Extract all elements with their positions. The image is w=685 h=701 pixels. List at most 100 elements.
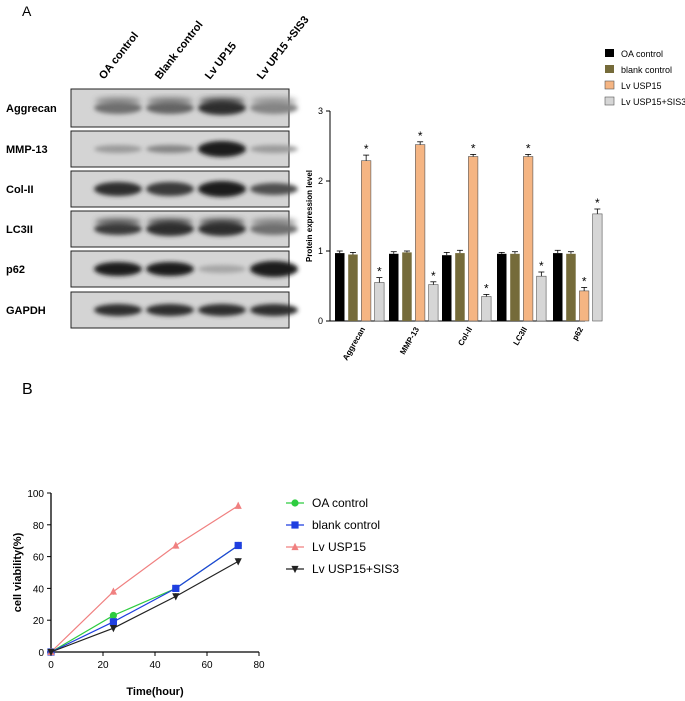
blot-band bbox=[251, 97, 297, 105]
x-tick-label: 0 bbox=[48, 660, 54, 671]
bar bbox=[455, 253, 465, 321]
bar bbox=[536, 275, 547, 322]
significance-mark: * bbox=[484, 281, 489, 295]
blot-row-label: p62 bbox=[6, 264, 25, 276]
y-tick-label: 2 bbox=[318, 176, 323, 186]
blot-band bbox=[198, 181, 246, 197]
bar-chart: 0 1 2 3 Protein expression level * * Aggrecan * *… bbox=[305, 49, 685, 362]
lane-label: Blank control bbox=[153, 19, 206, 82]
legend-swatch bbox=[605, 65, 614, 73]
blot-band bbox=[95, 97, 141, 105]
blot-band bbox=[250, 183, 298, 195]
blot-row-label: Aggrecan bbox=[6, 103, 57, 115]
blot-band bbox=[146, 304, 194, 316]
lane-labels: OA control Blank control Lv UP15 Lv UP15… bbox=[97, 14, 312, 82]
blot-row: MMP-13 bbox=[6, 130, 298, 168]
y-tick-label: 60 bbox=[33, 553, 45, 564]
bar bbox=[374, 282, 385, 322]
blot-band bbox=[146, 182, 194, 196]
bar bbox=[468, 156, 479, 322]
x-tick-label: MMP-13 bbox=[398, 325, 421, 356]
blot-row-label: MMP-13 bbox=[6, 144, 48, 156]
series bbox=[47, 558, 242, 657]
bar bbox=[497, 253, 507, 321]
blot-band bbox=[199, 97, 245, 105]
bar bbox=[442, 255, 452, 321]
data-point bbox=[291, 542, 299, 551]
bar bbox=[510, 253, 520, 321]
legend-label: Lv USP15 bbox=[621, 81, 662, 91]
y-axis-label: Protein expression level bbox=[305, 170, 314, 262]
series-line bbox=[50, 505, 239, 653]
blot-band bbox=[146, 262, 194, 276]
legend-swatch bbox=[604, 80, 615, 90]
y-tick-label: 3 bbox=[318, 106, 323, 116]
legend-label: Lv USP15 bbox=[312, 540, 366, 554]
blot-band bbox=[250, 223, 298, 235]
y-tick-label: 80 bbox=[33, 521, 45, 532]
x-tick-label: LC3II bbox=[512, 326, 530, 347]
blot-band bbox=[198, 265, 246, 273]
blot-row: p62 bbox=[6, 250, 298, 288]
legend-label: blank control bbox=[621, 65, 672, 75]
series-line bbox=[50, 544, 239, 653]
x-tick-label: 80 bbox=[253, 660, 265, 671]
blot-band bbox=[94, 262, 142, 276]
y-axis-label: cell viability(%) bbox=[12, 532, 24, 612]
y-tick-label: 0 bbox=[318, 316, 323, 326]
legend-label: OA control bbox=[621, 49, 663, 59]
series bbox=[47, 541, 242, 656]
bar bbox=[428, 284, 439, 322]
y-tick-label: 100 bbox=[27, 489, 44, 500]
significance-mark: * bbox=[418, 129, 423, 143]
blot-band bbox=[250, 102, 298, 114]
lane-label: Lv UP15 bbox=[203, 40, 239, 82]
x-tick-label: 40 bbox=[149, 660, 161, 671]
series-line bbox=[50, 544, 239, 653]
blot-band bbox=[250, 261, 298, 277]
bar bbox=[389, 253, 399, 321]
x-tick-label: Col-II bbox=[456, 326, 474, 348]
significance-mark: * bbox=[431, 269, 436, 283]
series bbox=[47, 541, 242, 656]
blot-band bbox=[146, 222, 194, 236]
x-tick-label: Aggrecan bbox=[341, 325, 367, 362]
bar bbox=[553, 253, 563, 321]
y-tick-label: 20 bbox=[33, 616, 45, 627]
blot-band bbox=[147, 97, 193, 105]
blot-band bbox=[198, 222, 246, 236]
bar bbox=[415, 144, 426, 322]
blot-band bbox=[198, 101, 246, 115]
blot-band bbox=[94, 102, 142, 114]
blot-band bbox=[146, 102, 194, 114]
blot-band bbox=[95, 218, 141, 226]
panel-label-a: A bbox=[22, 3, 32, 19]
x-axis-label: Time(hour) bbox=[126, 686, 184, 698]
significance-mark: * bbox=[364, 142, 369, 156]
blot-row-label: LC3II bbox=[6, 224, 33, 236]
legend-label: Lv USP15+SIS3 bbox=[312, 562, 399, 576]
blot-row-label: Col-II bbox=[6, 184, 34, 196]
blot-row: GAPDH bbox=[6, 291, 298, 329]
series-line bbox=[50, 560, 239, 653]
significance-mark: * bbox=[526, 141, 531, 155]
legend-label: blank control bbox=[312, 518, 380, 532]
significance-mark: * bbox=[471, 141, 476, 155]
blot-band bbox=[199, 218, 245, 226]
legend-swatch bbox=[605, 49, 614, 57]
legend-label: Lv USP15+SIS3 bbox=[621, 97, 685, 107]
significance-mark: * bbox=[539, 259, 544, 273]
blot-row: Col-II bbox=[6, 170, 298, 208]
bar bbox=[348, 254, 358, 321]
significance-mark: * bbox=[377, 265, 382, 279]
blot-row-label: GAPDH bbox=[6, 305, 46, 317]
blot-band bbox=[147, 218, 193, 226]
lane-label: Lv UP15 +SIS3 bbox=[255, 14, 312, 82]
significance-mark: * bbox=[582, 274, 587, 288]
x-tick-label: p62 bbox=[570, 325, 585, 342]
series bbox=[47, 501, 242, 656]
blot-band bbox=[94, 223, 142, 235]
y-tick-label: 0 bbox=[38, 648, 44, 659]
y-tick-label: 1 bbox=[318, 246, 323, 256]
